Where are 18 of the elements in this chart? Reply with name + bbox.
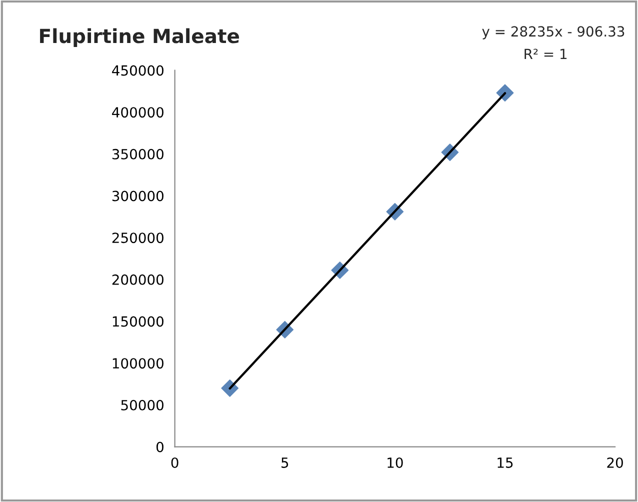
x-tick-label: 20 bbox=[607, 457, 623, 468]
x-tick-label: 0 bbox=[171, 457, 178, 468]
y-tick-label: 50000 bbox=[121, 400, 164, 410]
y-tick-label: 200000 bbox=[112, 274, 164, 285]
y-tick-label: 250000 bbox=[112, 232, 164, 244]
text: y = 28235x - 906.33 bbox=[482, 26, 624, 40]
y-tick-label: 150000 bbox=[112, 316, 164, 327]
x-tick-label: 15 bbox=[498, 458, 513, 468]
text: R² = 1 bbox=[524, 48, 567, 60]
y-tick-label: 450000 bbox=[112, 65, 164, 76]
y-tick-label: 350000 bbox=[112, 148, 164, 160]
chart-title: Flupirtine Maleate bbox=[40, 28, 239, 48]
x-tick-label: 10 bbox=[388, 457, 403, 468]
y-tick-label: 100000 bbox=[112, 358, 164, 369]
x-tick-label: 5 bbox=[282, 458, 288, 468]
y-tick-label: 300000 bbox=[112, 190, 164, 202]
y-tick-label: 400000 bbox=[112, 107, 164, 118]
y-tick-label: 0 bbox=[156, 442, 164, 452]
